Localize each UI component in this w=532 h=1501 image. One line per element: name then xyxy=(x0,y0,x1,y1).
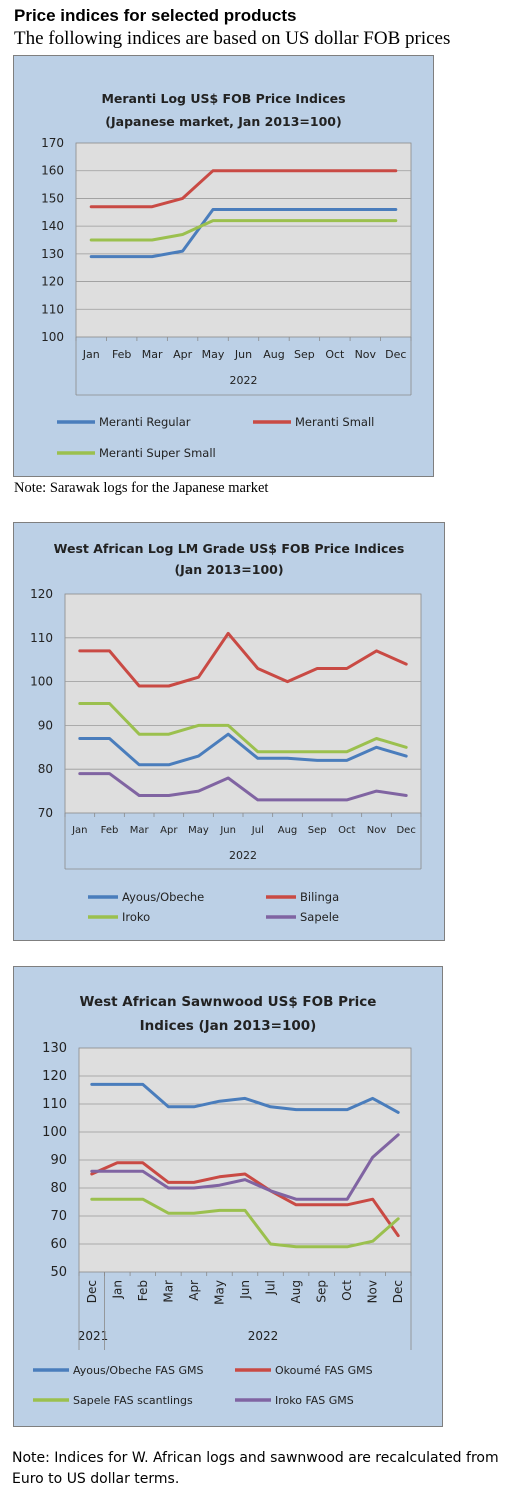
series-line-iroko-fas-gms xyxy=(90,1133,400,1201)
x-tick-label: Aug xyxy=(278,825,298,836)
chart-title: West African Log LM Grade US$ FOB Price … xyxy=(54,541,405,556)
x-tick-label: Mar xyxy=(161,1280,175,1303)
x-tick-label: Oct xyxy=(340,1280,354,1301)
series-line-okoum-fas-gms xyxy=(90,1161,400,1238)
chart-title: Meranti Log US$ FOB Price Indices xyxy=(101,91,345,106)
x-tick-label: Jun xyxy=(238,1280,252,1300)
y-tick-label: 50 xyxy=(50,1265,67,1280)
series-line-ayous-obeche xyxy=(78,732,408,767)
x-tick-label: Apr xyxy=(187,1280,201,1301)
sarawak-note: Note: Sarawak logs for the Japanese mark… xyxy=(14,480,269,496)
series-line-ayous-obeche-fas-gms xyxy=(90,1082,400,1114)
x-tick-label: Nov xyxy=(355,348,377,361)
y-tick-label: 100 xyxy=(41,330,64,344)
page-title: Price indices for selected products xyxy=(14,6,297,25)
y-tick-label: 170 xyxy=(41,136,64,150)
x-tick-label: Jan xyxy=(71,825,87,836)
x-tick-label: Oct xyxy=(325,348,345,361)
y-tick-label: 110 xyxy=(41,302,64,316)
meranti-log-chart: Meranti Log US$ FOB Price Indices (Japane… xyxy=(13,55,434,477)
x-tick-label: Nov xyxy=(367,825,387,836)
x-tick-label: Dec xyxy=(85,1280,99,1303)
x-tick-label: Nov xyxy=(366,1280,380,1303)
y-tick-label: 160 xyxy=(41,164,64,178)
x-tick-label: Jan xyxy=(82,348,100,361)
legend-label-ayous-obeche-fas-gms: Ayous/Obeche FAS GMS xyxy=(73,1364,203,1377)
x-tick-label: Jun xyxy=(219,825,236,836)
x-axis-label: 2022 xyxy=(230,374,258,387)
series-line-meranti-super-small xyxy=(89,219,398,242)
legend-label-meranti-super-small: Meranti Super Small xyxy=(99,446,216,460)
chart-subtitle: (Japanese market, Jan 2013=100) xyxy=(105,114,341,129)
x-tick-label: Mar xyxy=(130,825,150,836)
y-tick-label: 140 xyxy=(41,219,64,233)
plot-area xyxy=(64,593,422,814)
chart-subtitle: Indices (Jan 2013=100) xyxy=(140,1018,317,1034)
series-line-meranti-regular xyxy=(89,208,398,259)
recalculation-note: Note: Indices for W. African logs and sa… xyxy=(12,1450,499,1487)
x-tick-label: Sep xyxy=(308,825,327,836)
legend-label-okoum-fas-gms: Okoumé FAS GMS xyxy=(275,1364,373,1377)
x-tick-label: Feb xyxy=(112,348,131,361)
y-tick-label: 120 xyxy=(42,1069,67,1084)
x-tick-label: Aug xyxy=(289,1280,303,1303)
x-tick-label: Dec xyxy=(391,1280,405,1303)
series-line-iroko xyxy=(78,702,408,754)
chart-subtitle: (Jan 2013=100) xyxy=(174,562,283,577)
year-label-2022: 2022 xyxy=(248,1329,279,1343)
y-tick-label: 100 xyxy=(30,675,53,689)
y-tick-label: 70 xyxy=(38,806,53,820)
x-tick-label: Mar xyxy=(142,348,163,361)
x-tick-label: Apr xyxy=(160,825,178,836)
west-african-log-chart: West African Log LM Grade US$ FOB Price … xyxy=(13,522,445,941)
y-tick-label: 150 xyxy=(41,191,64,205)
x-tick-label: Aug xyxy=(263,348,284,361)
series-line-sapele-fas-scantlings xyxy=(90,1197,400,1249)
y-tick-label: 90 xyxy=(50,1153,67,1168)
x-tick-label: May xyxy=(202,348,225,361)
legend-label-iroko: Iroko xyxy=(122,910,150,924)
series-line-bilinga xyxy=(78,631,408,688)
x-tick-label: Jan xyxy=(110,1280,124,1300)
x-tick-label: Oct xyxy=(338,825,355,836)
y-tick-label: 80 xyxy=(38,762,53,776)
x-tick-label: Feb xyxy=(101,825,119,836)
x-tick-label: Jul xyxy=(264,1280,278,1295)
x-tick-label: Jun xyxy=(234,348,252,361)
y-tick-label: 60 xyxy=(50,1237,67,1252)
legend-label-meranti-small: Meranti Small xyxy=(295,415,374,429)
series-line-sapele xyxy=(78,772,408,802)
x-tick-label: Apr xyxy=(173,348,193,361)
legend-label-meranti-regular: Meranti Regular xyxy=(99,415,191,429)
west-african-sawnwood-chart: West African Sawnwood US$ FOB Price Indic… xyxy=(13,966,443,1427)
x-axis-label: 2022 xyxy=(229,849,257,862)
x-tick-label: May xyxy=(188,825,209,836)
x-tick-label: Sep xyxy=(315,1280,329,1303)
page-subtitle: The following indices are based on US do… xyxy=(14,28,451,49)
y-tick-label: 90 xyxy=(38,718,53,732)
x-tick-label: Sep xyxy=(294,348,315,361)
series-line-meranti-small xyxy=(89,169,398,209)
x-tick-label: Dec xyxy=(385,348,406,361)
y-tick-label: 120 xyxy=(41,275,64,289)
y-tick-label: 70 xyxy=(50,1209,67,1224)
y-tick-label: 130 xyxy=(41,247,64,261)
legend-label-sapele: Sapele xyxy=(300,910,339,924)
legend-label-iroko-fas-gms: Iroko FAS GMS xyxy=(275,1394,354,1407)
legend-label-bilinga: Bilinga xyxy=(300,890,339,904)
x-tick-label: Feb xyxy=(136,1280,150,1301)
x-tick-label: Jul xyxy=(251,825,264,836)
year-label-2021: 2021 xyxy=(78,1329,109,1343)
y-tick-label: 120 xyxy=(30,587,53,601)
chart-title: West African Sawnwood US$ FOB Price xyxy=(80,994,377,1010)
y-tick-label: 80 xyxy=(50,1181,67,1196)
y-tick-label: 110 xyxy=(42,1097,67,1112)
x-tick-label: Dec xyxy=(396,825,415,836)
legend-label-sapele-fas-scantlings: Sapele FAS scantlings xyxy=(73,1394,193,1407)
y-tick-label: 110 xyxy=(30,631,53,645)
legend-label-ayous-obeche: Ayous/Obeche xyxy=(122,890,204,904)
y-tick-label: 130 xyxy=(42,1041,67,1056)
y-tick-label: 100 xyxy=(42,1125,67,1140)
x-tick-label: May xyxy=(212,1280,226,1305)
